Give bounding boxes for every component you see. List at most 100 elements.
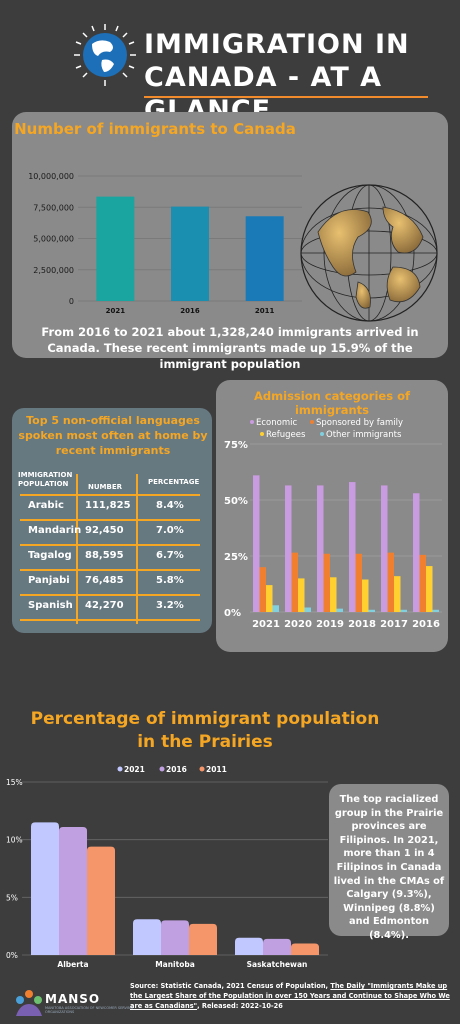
source-suffix: , Released: 2022-10-26 (197, 1002, 283, 1010)
prairies-chart-title: Percentage of immigrant population in th… (0, 708, 410, 754)
bar-2016 (171, 206, 209, 301)
language-number: 111,825 (85, 500, 131, 511)
bar-sponsored-by-family-2019 (323, 553, 330, 612)
y-tick-label: 25% (224, 552, 248, 563)
manso-logo-subtitle: MANITOBA ASSOCIATION OF NEWCOMER SERVING… (45, 1006, 134, 1014)
legend-label: 2021 (124, 765, 145, 774)
bar-alberta-2021 (31, 822, 59, 955)
x-tick-label: Alberta (57, 960, 88, 969)
header-population: IMMIGRATION POPULATION (18, 471, 73, 488)
language-percentage: 3.2% (156, 600, 184, 611)
bar-economic-2017 (381, 485, 388, 612)
table-row-divider (20, 619, 200, 621)
y-tick-label: 0% (6, 951, 18, 960)
bar-other-immigrants-2019 (336, 608, 343, 612)
source-prefix: Source: Statistic Canada, 2021 Census of… (130, 982, 331, 990)
header-percentage: PERCENTAGE (148, 478, 200, 486)
legend-label: Refugees (266, 430, 306, 440)
y-tick-label: 10% (6, 836, 23, 845)
bar-refugees-2020 (298, 578, 305, 612)
legend-marker (159, 766, 165, 772)
legend-marker (260, 432, 264, 436)
x-tick-label: 2011 (255, 307, 275, 315)
language-number: 76,485 (85, 575, 124, 586)
manso-logo-text: MANSO (45, 992, 101, 1006)
legend-label: Other immigrants (326, 430, 402, 440)
immigrants-bar-chart: 0 2,500,000 5,000,000 7,500,000 10,000,000 20… (28, 172, 302, 315)
language-name: Arabic (28, 500, 64, 511)
bar-economic-2020 (285, 485, 292, 612)
legend-label: Economic (256, 418, 297, 428)
title-line-1: IMMIGRATION IN (144, 29, 410, 60)
table-row-divider (20, 594, 200, 596)
language-name: Panjabi (28, 575, 70, 586)
source-link[interactable]: The Daily "Immigrants Make up the Larges… (130, 982, 450, 1010)
immigrants-chart-title: Number of immigrants to Canada (14, 120, 296, 138)
y-tick-label: 50% (224, 496, 248, 507)
bar-sponsored-by-family-2020 (291, 552, 298, 612)
y-tick-label: 5% (6, 893, 18, 902)
y-tick-label: 0% (224, 608, 241, 619)
table-row-divider (20, 569, 200, 571)
language-number: 88,595 (85, 550, 124, 561)
language-name: Spanish (28, 600, 73, 611)
x-tick-label: 2021 (252, 619, 280, 630)
bar-sponsored-by-family-2021 (259, 567, 266, 612)
filipinos-note: The top racialized group in the Prairie … (333, 794, 445, 941)
bar-refugees-2017 (394, 576, 401, 612)
y-tick-label: 10,000,000 (28, 172, 74, 181)
bar-alberta-2011 (87, 846, 115, 955)
y-tick-label: 75% (224, 440, 248, 451)
bar-refugees-2018 (362, 579, 369, 612)
title-underline (144, 96, 428, 98)
bar-alberta-2016 (59, 826, 87, 955)
y-tick-label: 5,000,000 (33, 235, 74, 244)
bar-other-immigrants-2017 (400, 609, 407, 612)
bar-refugees-2021 (266, 585, 273, 612)
language-percentage: 8.4% (156, 500, 184, 511)
languages-title: Top 5 non-official languages spoken most… (18, 414, 208, 457)
bar-refugees-2016 (426, 566, 433, 612)
immigrants-panel (12, 112, 448, 358)
legend-marker (199, 766, 205, 772)
y-tick-label: 7,500,000 (33, 203, 74, 212)
legend-label: 2011 (206, 765, 227, 774)
admission-chart-title: Admission categories of immigrants (254, 389, 410, 417)
prairies-title-line-2: in the Prairies (137, 732, 273, 752)
table-row-divider (20, 494, 200, 496)
bar-other-immigrants-2021 (272, 605, 279, 612)
bar-2011 (245, 216, 284, 301)
bar-economic-2016 (413, 493, 420, 612)
manso-logo-icon (16, 990, 42, 1016)
header-number: NUMBER (88, 483, 123, 491)
x-tick-label: Saskatchewan (247, 960, 308, 969)
bar-economic-2018 (349, 482, 356, 612)
bar-sponsored-by-family-2018 (355, 553, 362, 612)
x-tick-label: 2019 (316, 619, 344, 630)
table-divider (76, 474, 78, 624)
x-tick-label: 2017 (380, 619, 408, 630)
prairies-title-line-1: Percentage of immigrant population (30, 709, 380, 729)
x-tick-label: 2020 (284, 619, 312, 630)
bar-economic-2021 (253, 475, 260, 612)
admission-bar-chart: Economic Sponsored by family Refugees Other… (224, 418, 442, 630)
language-name: Mandarin (28, 525, 82, 536)
filipinos-note-panel (329, 784, 449, 936)
language-percentage: 7.0% (156, 525, 184, 536)
x-tick-label: 2016 (180, 307, 200, 315)
language-number: 92,450 (85, 525, 124, 536)
prairies-bar-chart: 2021 2016 2011 0% 5% 10% 15% Alberta Manitoba Sas… (6, 765, 328, 969)
bar-other-immigrants-2018 (368, 609, 375, 612)
bar-sponsored-by-family-2017 (387, 552, 394, 612)
bar-manitoba-2011 (189, 923, 217, 955)
bar-saskatchewan-2011 (291, 943, 319, 955)
bar-saskatchewan-2016 (263, 938, 291, 955)
legend-marker (250, 420, 254, 424)
legend-marker (320, 432, 324, 436)
table-row-divider (20, 519, 200, 521)
language-number: 42,270 (85, 600, 124, 611)
language-percentage: 6.7% (156, 550, 184, 561)
legend-label: Sponsored by family (316, 418, 403, 428)
bar-sponsored-by-family-2016 (419, 554, 426, 612)
bar-other-immigrants-2016 (432, 609, 439, 612)
